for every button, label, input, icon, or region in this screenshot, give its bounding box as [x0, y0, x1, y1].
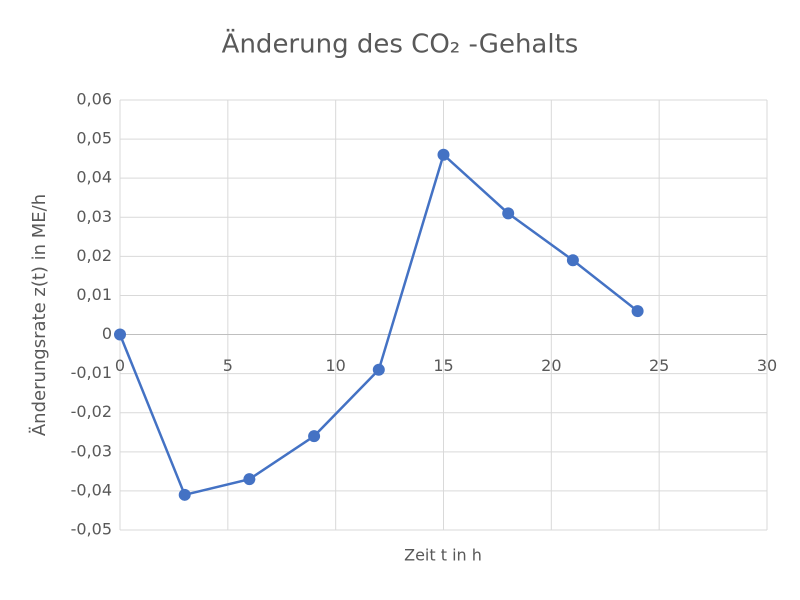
series-line	[118, 152, 639, 497]
y-tick-label: -0,02	[71, 402, 112, 421]
y-tick-label: -0,05	[71, 520, 112, 539]
x-tick-label: 0	[115, 356, 125, 375]
point	[178, 488, 191, 501]
point	[631, 305, 644, 318]
point	[566, 254, 579, 267]
x-tick-label: 10	[325, 356, 345, 375]
point	[243, 473, 256, 486]
x-tick-label: 15	[433, 356, 453, 375]
y-tick-label: 0	[102, 324, 112, 343]
point	[372, 363, 385, 376]
x-tick-label: 5	[223, 356, 233, 375]
y-tick-label: 0,05	[76, 129, 112, 148]
y-tick-label: 0,06	[76, 90, 112, 109]
point	[502, 207, 515, 220]
y-axis-label: Änderungsrate z(t) in ME/h	[29, 194, 50, 436]
y-tick-label: 0,04	[76, 168, 112, 187]
y-tick-label: -0,01	[71, 363, 112, 382]
y-tick-label: 0,01	[76, 285, 112, 304]
y-tick-label: 0,02	[76, 246, 112, 265]
y-tick-label: 0,03	[76, 207, 112, 226]
y-tick-label: -0,03	[71, 441, 112, 460]
y-tick-label: -0,04	[71, 480, 112, 499]
x-axis-label: Zeit t in h	[404, 546, 482, 565]
x-tick-label: 30	[757, 356, 777, 375]
x-tick-label: 25	[649, 356, 669, 375]
point	[114, 328, 126, 341]
chart-title: Änderung des CO₂ -Gehalts	[222, 28, 579, 60]
point	[437, 148, 450, 161]
point	[308, 430, 321, 443]
x-tick-label: 20	[541, 356, 561, 375]
